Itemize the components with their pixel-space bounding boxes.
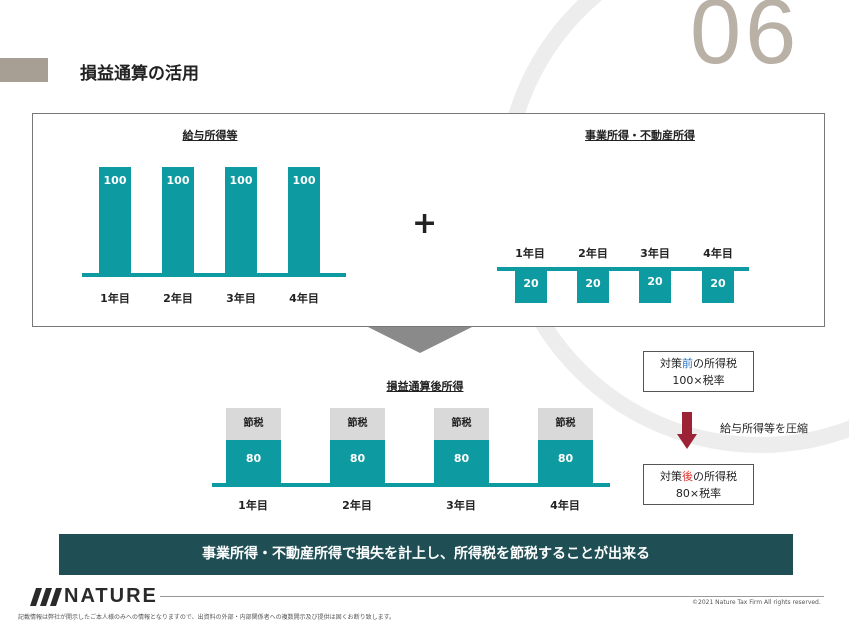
tax-saving-block: 節税 xyxy=(226,408,281,440)
nature-logo-icon xyxy=(30,588,62,606)
salary-bar: 100 xyxy=(225,167,257,275)
disclaimer: 記載情報は弊社が開示したご本人様のみへの情報となりますので、出資料の外部・内部関… xyxy=(18,614,395,621)
page-title: 損益通算の活用 xyxy=(80,64,199,84)
business-section-title: 事業所得・不動産所得 xyxy=(585,129,695,142)
before-tax-box: 対策前の所得税 100×税率 xyxy=(643,351,754,392)
title-accent-bar xyxy=(0,58,48,82)
salary-section-title: 給与所得等 xyxy=(182,129,238,142)
footer-divider xyxy=(160,596,824,597)
tax-saving-block: 節税 xyxy=(434,408,489,440)
down-arrow-icon xyxy=(677,412,697,449)
after-bar: 80 xyxy=(226,440,281,484)
plus-sign: + xyxy=(412,206,438,241)
business-bar: 20 xyxy=(639,269,671,303)
salary-bar: 100 xyxy=(99,167,131,275)
salary-year-label: 3年目 xyxy=(226,292,256,305)
salary-baseline xyxy=(82,273,346,277)
logo-text: NATURE xyxy=(64,585,158,607)
tax-saving-block: 節税 xyxy=(330,408,385,440)
after-bar: 80 xyxy=(330,440,385,484)
business-baseline xyxy=(497,267,749,271)
business-year-label: 4年目 xyxy=(703,247,733,260)
after-baseline xyxy=(212,483,610,487)
after-bar: 80 xyxy=(538,440,593,484)
down-chevron-icon xyxy=(368,327,472,353)
business-year-label: 1年目 xyxy=(515,247,545,260)
copyright: ©2021 Nature Tax Firm All rights reserve… xyxy=(692,599,821,606)
slide-number: 06 xyxy=(690,0,801,83)
after-tax-box: 対策後の所得税 80×税率 xyxy=(643,464,754,505)
after-year-label: 4年目 xyxy=(550,499,580,512)
before-tax-label: 対策前の所得税 xyxy=(660,357,737,370)
after-year-label: 2年目 xyxy=(342,499,372,512)
salary-year-label: 1年目 xyxy=(100,292,130,305)
business-bar: 20 xyxy=(577,269,609,303)
after-bar: 80 xyxy=(434,440,489,484)
after-year-label: 1年目 xyxy=(238,499,268,512)
business-bar: 20 xyxy=(702,269,734,303)
after-year-label: 3年目 xyxy=(446,499,476,512)
tax-saving-block: 節税 xyxy=(538,408,593,440)
salary-year-label: 2年目 xyxy=(163,292,193,305)
after-tax-label: 対策後の所得税 xyxy=(660,470,737,483)
conclusion-banner: 事業所得・不動産所得で損失を計上し、所得税を節税することが出来る xyxy=(59,534,793,575)
after-tax-formula: 80×税率 xyxy=(675,487,722,500)
compress-note: 給与所得等を圧縮 xyxy=(720,422,808,435)
salary-bar: 100 xyxy=(162,167,194,275)
salary-bar: 100 xyxy=(288,167,320,275)
after-section-title: 損益通算後所得 xyxy=(386,380,464,393)
business-bar: 20 xyxy=(515,269,547,303)
business-year-label: 3年目 xyxy=(640,247,670,260)
business-year-label: 2年目 xyxy=(578,247,608,260)
salary-year-label: 4年目 xyxy=(289,292,319,305)
before-tax-formula: 100×税率 xyxy=(672,374,725,387)
